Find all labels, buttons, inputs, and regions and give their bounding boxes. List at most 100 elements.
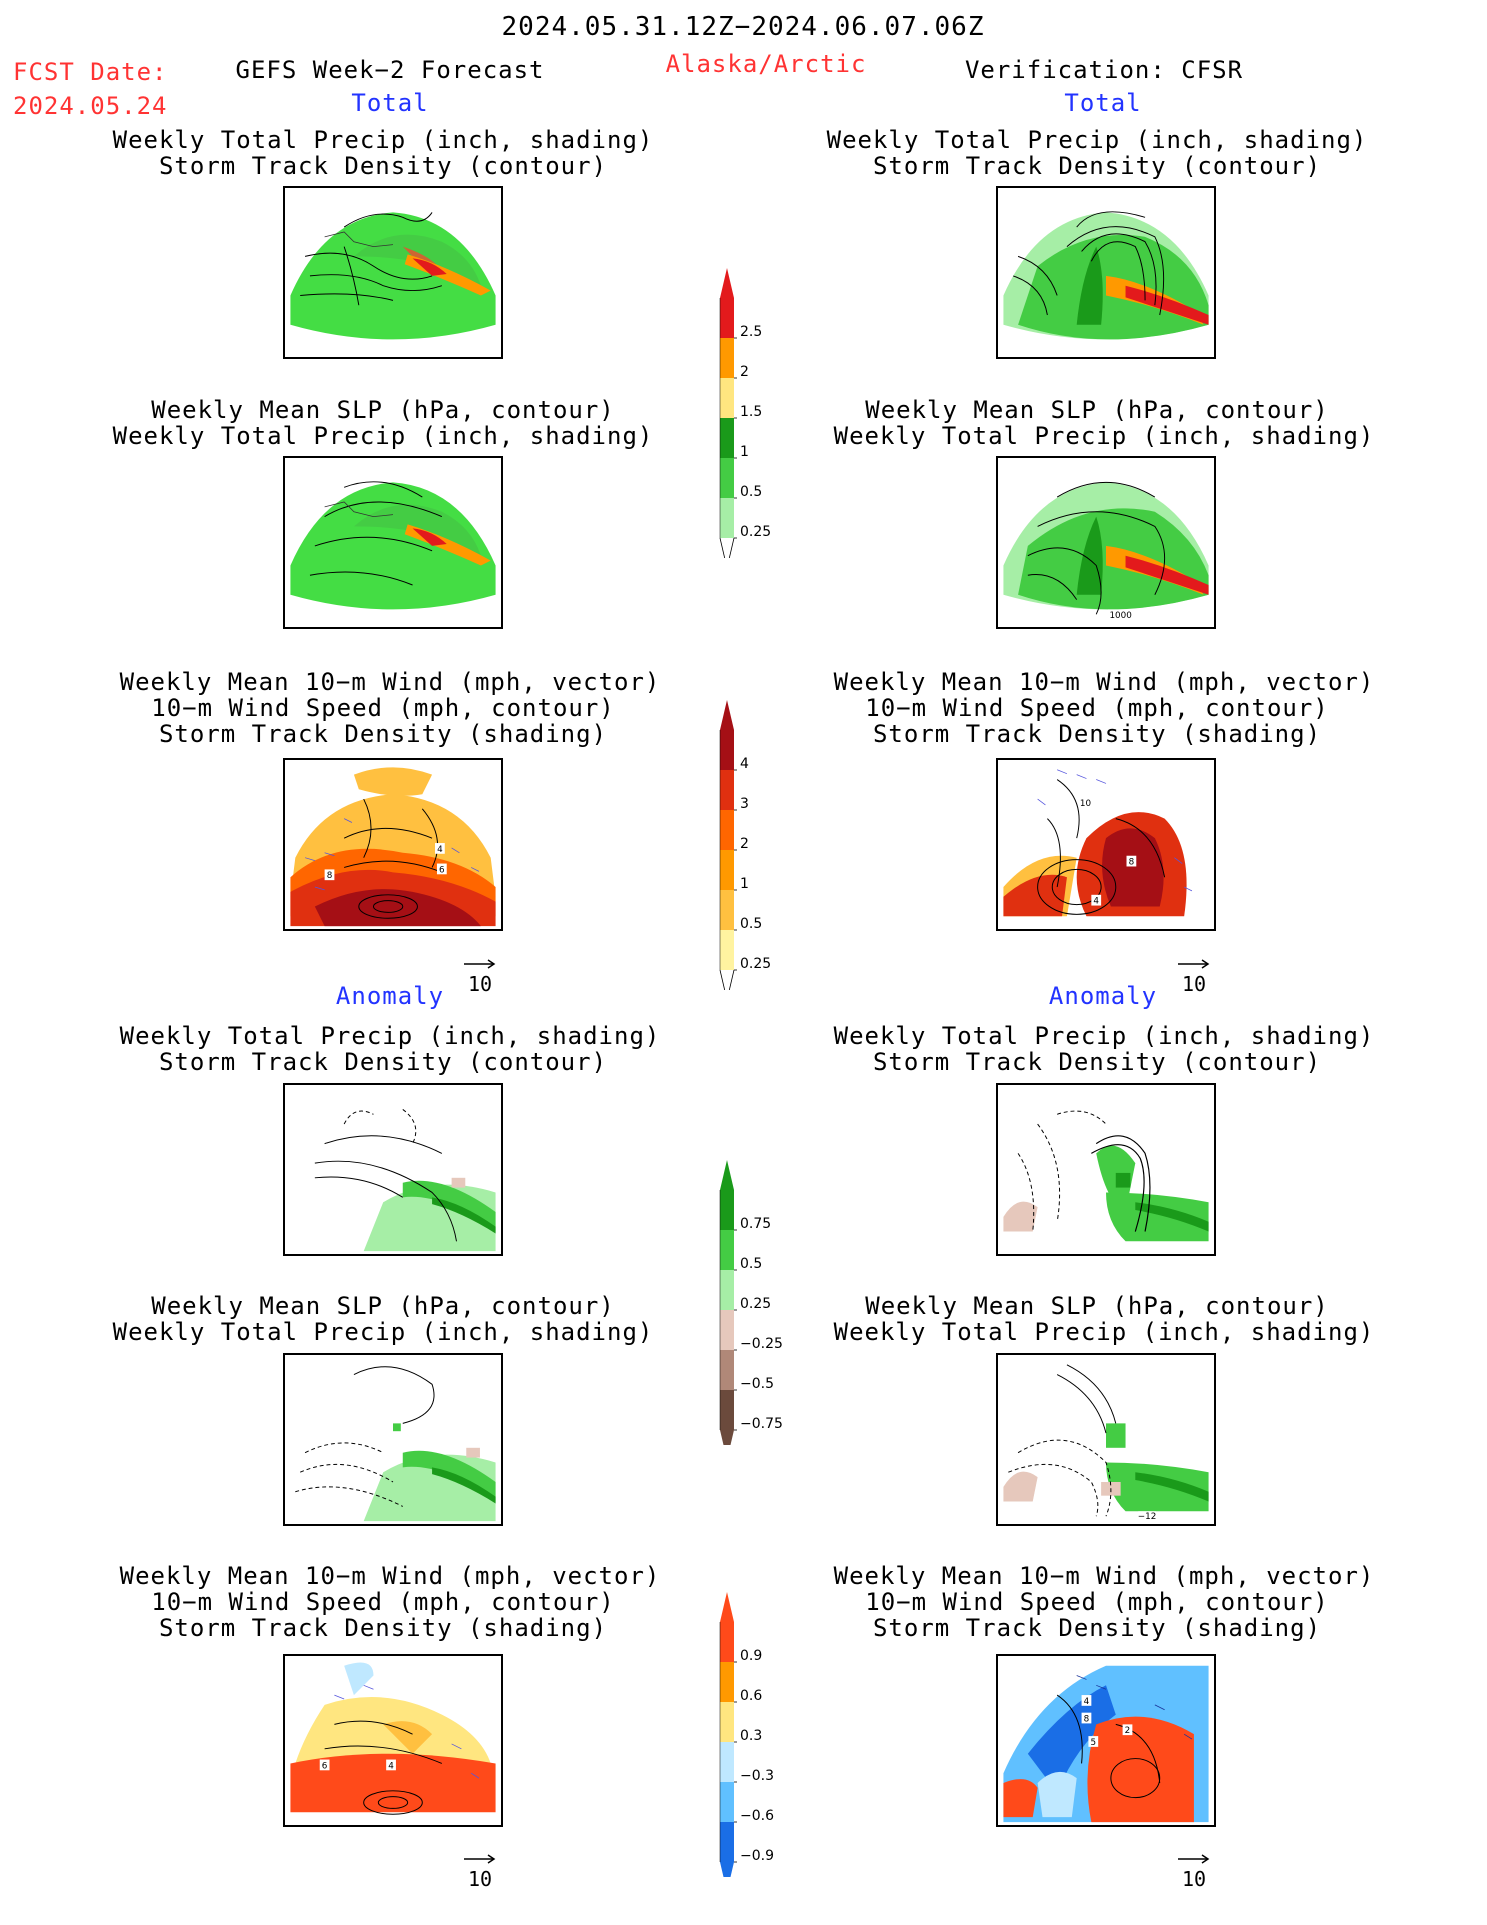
colorbar-top-arrow [720, 268, 734, 298]
title-r2-b: Weekly Total Precip (inch, shading) [833, 422, 1375, 450]
title-l2-a: Weekly Mean SLP (hPa, contour) [151, 396, 615, 424]
map-wind-storm-total-verification: 10 8 4 [996, 758, 1216, 931]
colorbar-tick-label: −0.9 [740, 1848, 774, 1864]
title-r2-a: Weekly Mean SLP (hPa, contour) [865, 396, 1329, 424]
map-precip-track-anomaly-forecast [283, 1083, 503, 1256]
colorbar-segment [720, 1702, 734, 1742]
colorbar-segment [720, 770, 734, 810]
colorbar-segment [720, 338, 734, 378]
fcst-date-value: 2024.05.24 [13, 92, 168, 120]
colorbar-segment [720, 1230, 734, 1270]
title-l5-b: Weekly Total Precip (inch, shading) [112, 1318, 654, 1346]
contour-label-4: 4 [437, 845, 443, 855]
colorbar-segment [720, 1662, 734, 1702]
colorbar-tick-label: 1.5 [740, 404, 762, 420]
colorbar-segment [720, 1310, 734, 1350]
colorbar-bottom-arrow [719, 537, 735, 558]
title-l5-a: Weekly Mean SLP (hPa, contour) [151, 1292, 615, 1320]
map-precip-track-total-forecast [283, 186, 503, 359]
reference-vector-arrow [464, 959, 496, 969]
colorbar-tick-label: −0.25 [740, 1336, 783, 1352]
reference-vector-label: 10 [1181, 1867, 1207, 1891]
colorbar-segment [720, 498, 734, 538]
colorbar-storm-track-total: 4 3 2 1 0.5 0.25 [719, 700, 771, 990]
colorbar-tick-label: 0.25 [740, 1296, 771, 1312]
colorbar-tick-label: 0.25 [740, 524, 771, 540]
verification-title: Verification: CFSR [964, 56, 1244, 84]
colorbar-segment [720, 298, 734, 338]
colorbar-precip-anomaly: 0.75 0.5 0.25 −0.25 −0.5 −0.75 [719, 1160, 783, 1445]
colorbar-tick-label: 0.5 [740, 1256, 762, 1272]
colorbar-tick-label: 0.75 [740, 1216, 771, 1232]
section-anomaly-left: Anomaly [335, 982, 445, 1010]
reference-vector-label: 10 [1181, 972, 1207, 996]
reference-vector-label: 10 [467, 1867, 493, 1891]
contour-label-4-r: 4 [1093, 897, 1099, 907]
title-r4-b: Storm Track Density (contour) [872, 1048, 1322, 1076]
colorbar-segment [720, 458, 734, 498]
colorbar-precip-total: 2.5 2 1.5 1 0.5 0.25 [719, 268, 771, 558]
colorbar-tick-label: 0.5 [740, 916, 762, 932]
colorbar-top-arrow [720, 700, 734, 730]
colorbar-segment [720, 378, 734, 418]
title-r1-b: Storm Track Density (contour) [872, 152, 1322, 180]
reference-vector-arrow [1178, 1854, 1210, 1864]
colorbar-tick-label: 3 [740, 796, 749, 812]
contour-label-10: 10 [1080, 799, 1091, 809]
title-r6-c: Storm Track Density (shading) [872, 1614, 1322, 1642]
contour-label-4-anom: 4 [388, 1761, 394, 1771]
colorbar-bottom-arrow [719, 969, 735, 990]
colorbar-tick-label: −0.6 [740, 1808, 774, 1824]
colorbar-bottom-arrow [720, 1862, 734, 1877]
title-l6-a: Weekly Mean 10−m Wind (mph, vector) [119, 1562, 661, 1590]
contour-label-6: 6 [439, 865, 445, 875]
reference-vector-label: 10 [467, 972, 493, 996]
contour-label-2-ranom: 2 [1125, 1726, 1131, 1736]
colorbar-segment [720, 1390, 734, 1430]
title-l3-a: Weekly Mean 10−m Wind (mph, vector) [119, 668, 661, 696]
colorbar-tick-label: 2.5 [740, 324, 762, 340]
title-l1-a: Weekly Total Precip (inch, shading) [112, 126, 654, 154]
section-anomaly-right: Anomaly [1048, 982, 1158, 1010]
colorbar-segment [720, 1350, 734, 1390]
colorbar-segment [720, 1270, 734, 1310]
title-r3-c: Storm Track Density (shading) [872, 720, 1322, 748]
map-slp-precip-anomaly-verification: −12 [996, 1353, 1216, 1526]
contour-label-8-ranom: 8 [1084, 1714, 1090, 1724]
colorbar-tick-label: 0.3 [740, 1728, 762, 1744]
colorbar-tick-label: 0.5 [740, 484, 762, 500]
colorbar-segment [720, 810, 734, 850]
colorbar-bottom-arrow [720, 1430, 734, 1445]
map-slp-precip-total-verification: 1000 [996, 456, 1216, 629]
colorbar-segment [720, 930, 734, 970]
region-title: Alaska/Arctic [665, 50, 867, 78]
title-l4-a: Weekly Total Precip (inch, shading) [119, 1022, 661, 1050]
colorbar-tick-label: 2 [740, 364, 749, 380]
colorbar-tick-label: 0.9 [740, 1648, 762, 1664]
title-l2-b: Weekly Total Precip (inch, shading) [112, 422, 654, 450]
title-r4-a: Weekly Total Precip (inch, shading) [833, 1022, 1375, 1050]
reference-vector-arrow [464, 1854, 496, 1864]
fcst-date-label: FCST Date: [13, 58, 168, 86]
section-total-right: Total [1064, 89, 1142, 117]
map-wind-storm-anomaly-forecast: 6 4 [283, 1654, 503, 1827]
contour-label-neg12: −12 [1138, 1512, 1157, 1522]
colorbar-tick-label: −0.75 [740, 1416, 783, 1432]
colorbar-segment [720, 1742, 734, 1782]
colorbar-tick-label: −0.5 [740, 1376, 774, 1392]
title-l4-b: Storm Track Density (contour) [158, 1048, 608, 1076]
colorbar-top-arrow [720, 1592, 734, 1622]
colorbar-tick-label: −0.3 [740, 1768, 774, 1784]
colorbar-segment [720, 1782, 734, 1822]
contour-label-8: 8 [327, 871, 333, 881]
title-l6-c: Storm Track Density (shading) [158, 1614, 608, 1642]
colorbar-tick-label: 0.6 [740, 1688, 762, 1704]
title-l1-b: Storm Track Density (contour) [158, 152, 608, 180]
map-precip-track-total-verification [996, 186, 1216, 359]
map-wind-storm-total-forecast: 8 4 6 [283, 758, 503, 931]
colorbar-segment [720, 1822, 734, 1862]
colorbar-tick-label: 0.25 [740, 956, 771, 972]
colorbar-top-arrow [720, 1160, 734, 1190]
contour-label-6-anom: 6 [322, 1761, 328, 1771]
colorbar-segment [720, 850, 734, 890]
